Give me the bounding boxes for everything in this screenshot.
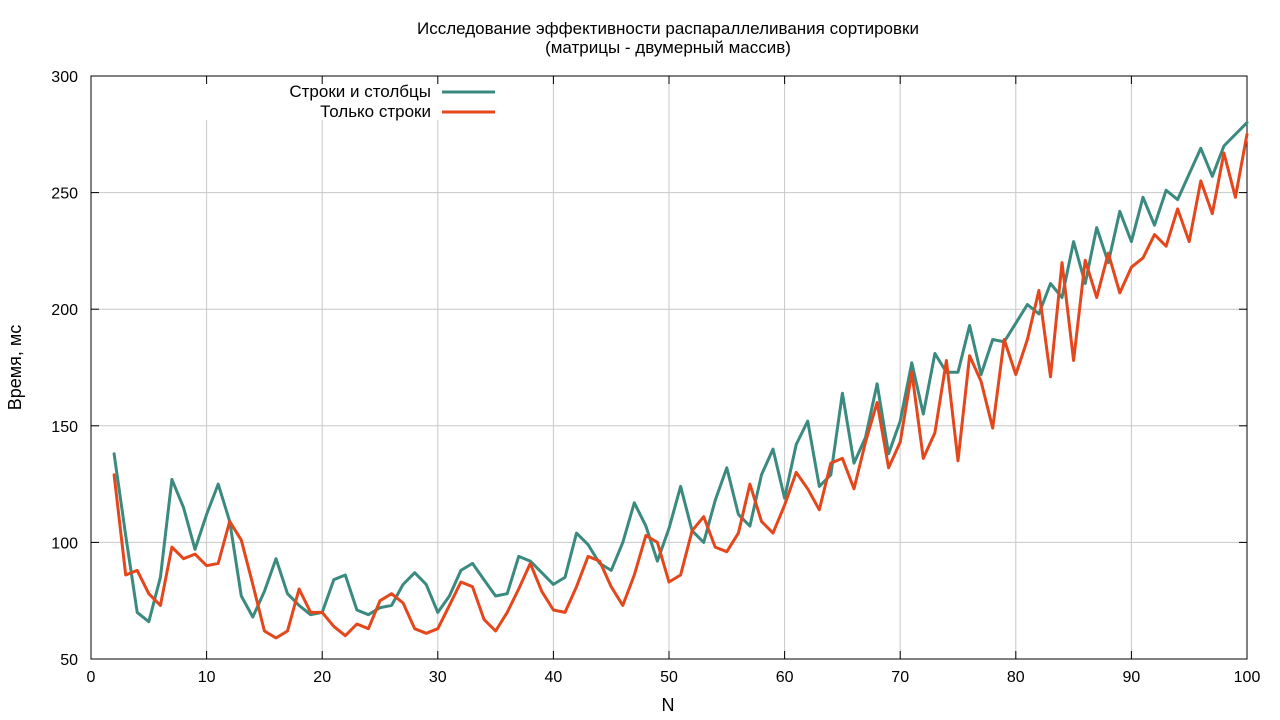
x-tick-label: 50 <box>660 669 678 686</box>
y-tick-label: 250 <box>51 186 78 203</box>
chart-subtitle: (матрицы - двумерный массив) <box>545 38 791 57</box>
x-tick-label: 70 <box>891 669 909 686</box>
x-tick-label: 0 <box>87 669 96 686</box>
grid <box>91 76 1247 659</box>
x-tick-label: 10 <box>198 669 216 686</box>
y-tick-label: 50 <box>60 652 78 669</box>
y-tick-label: 200 <box>51 302 78 319</box>
x-tick-label: 80 <box>1007 669 1025 686</box>
x-tick-label: 20 <box>313 669 331 686</box>
x-tick-label: 90 <box>1123 669 1141 686</box>
y-tick-label: 150 <box>51 419 78 436</box>
x-axis-label: N <box>662 695 675 715</box>
legend-label-2: Только строки <box>320 102 431 121</box>
chart-title: Исследование эффективности распараллелив… <box>417 19 919 38</box>
legend-label-1: Строки и столбцы <box>289 82 431 101</box>
x-tick-label: 60 <box>776 669 794 686</box>
y-tick-label: 100 <box>51 535 78 552</box>
y-tick-label: 300 <box>51 69 78 86</box>
x-tick-label: 30 <box>429 669 447 686</box>
x-tick-label: 100 <box>1234 669 1261 686</box>
series-layer <box>112 121 1249 640</box>
x-tick-label: 40 <box>545 669 563 686</box>
y-axis-label: Время, мс <box>5 325 25 411</box>
axis-ticks: 0 10 20 30 40 50 60 70 80 90 100 50 100 150 200 250 300 <box>51 69 1260 686</box>
series-line-2 <box>112 132 1249 640</box>
